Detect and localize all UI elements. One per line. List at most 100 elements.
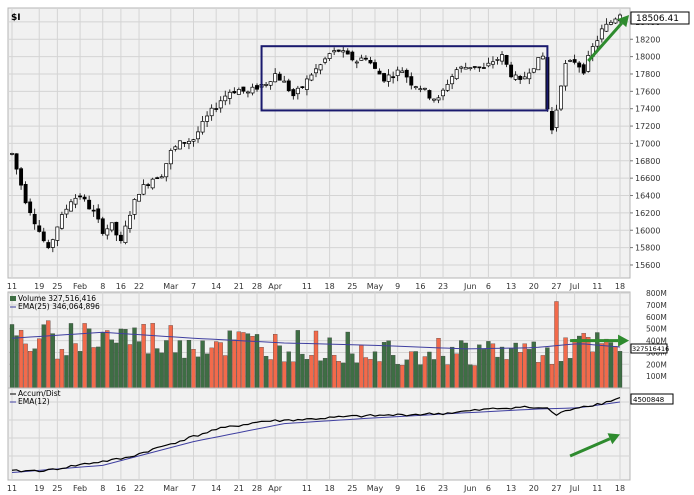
volume-bar [277, 345, 282, 389]
volume-bar [177, 340, 183, 389]
volume-bar [195, 356, 201, 389]
candle-up [150, 178, 155, 189]
candle-down [41, 231, 46, 242]
candle-up [132, 199, 137, 215]
volume-bar [55, 358, 60, 389]
ad-current-label: 4500848 [633, 396, 664, 404]
candle-down [350, 51, 355, 61]
candle-down [78, 195, 83, 198]
candle-up [495, 59, 500, 61]
candle-up [73, 197, 78, 205]
volume-bar [313, 330, 319, 389]
candle-up [200, 121, 205, 133]
candle-up [50, 239, 55, 248]
volume-bar [372, 351, 378, 389]
volume-label: Volume 327,516,416 [18, 294, 96, 303]
candle-up [168, 150, 173, 165]
volume-bar [164, 340, 169, 389]
ad-annotations [569, 433, 620, 458]
volume-bar [286, 351, 291, 389]
candle-down [114, 221, 119, 236]
candle-up [141, 184, 146, 195]
volume-bar [59, 349, 65, 389]
date-tick-label: Jul [569, 484, 580, 493]
price-tick-label: 18000 [635, 53, 660, 62]
volume-bar [295, 330, 301, 389]
volume-bar [123, 329, 128, 389]
volume-bar [259, 347, 264, 389]
candle-down [23, 183, 28, 204]
price-grid [8, 8, 630, 278]
volume-bar [77, 351, 83, 389]
date-tick-label: 27 [551, 282, 561, 291]
candle-down [549, 110, 554, 131]
volume-ema-label: EMA(25) 346,064,896 [18, 302, 100, 311]
candle-up [450, 76, 455, 85]
candle-up [604, 23, 609, 32]
candle-up [323, 58, 328, 63]
date-tick-label: Jun [463, 282, 477, 291]
candle-down [286, 80, 291, 92]
volume-bar [118, 328, 124, 389]
candle-down [277, 73, 282, 81]
date-tick-label: 21 [234, 282, 244, 291]
last-price-box [630, 11, 690, 25]
price-tick-label: 17200 [635, 122, 660, 131]
candle-up [137, 194, 141, 202]
date-tick-label: Mar [163, 282, 179, 291]
date-tick-label: 19 [34, 282, 44, 291]
candle-down [409, 76, 414, 86]
volume-bar [218, 342, 223, 389]
volume-ema [11, 331, 621, 350]
volume-bar [304, 359, 310, 389]
candle-up [491, 61, 495, 65]
candle-up [173, 146, 178, 150]
volume-current-box [630, 343, 668, 354]
volume-bar [64, 355, 69, 389]
date-tick-label: 11 [302, 484, 312, 493]
candle-down [581, 64, 586, 74]
volume-bar [282, 361, 287, 389]
date-tick-label: 9 [395, 282, 400, 291]
price-tick-label: 17600 [635, 87, 660, 96]
candle-up [264, 84, 269, 86]
volume-bar [114, 342, 119, 389]
candle-up [69, 201, 73, 212]
candle-up [327, 53, 332, 59]
volume-bar [263, 355, 269, 389]
date-tick-label: 11 [302, 282, 312, 291]
volume-bar [350, 353, 355, 389]
candle-up [418, 88, 423, 91]
volume-bar [490, 343, 496, 389]
price-tick-label: 17000 [635, 139, 660, 148]
volume-tick-label: 400M [646, 337, 667, 346]
volume-bar [223, 355, 228, 389]
volume-bar [73, 343, 78, 389]
candle-up [400, 70, 405, 73]
candle-up [459, 66, 464, 69]
volume-bar [445, 364, 450, 389]
candle-down [19, 168, 24, 186]
volume-bar [14, 335, 19, 389]
candle-up [268, 81, 273, 86]
volume-bar [463, 342, 468, 389]
candle-down [91, 209, 96, 212]
date-tick-label: 6 [486, 282, 491, 291]
volume-bar [50, 333, 55, 389]
candle-up [109, 222, 114, 231]
date-tick-label: 11 [7, 484, 17, 493]
price-tick-label: 15600 [635, 261, 660, 270]
candle-up [64, 208, 69, 215]
candle-up [554, 109, 559, 128]
date-tick-label: 25 [52, 282, 62, 291]
ad-current-tag: 4500848 [630, 393, 674, 405]
candle-up [236, 89, 241, 95]
volume-panel: 100M200M300M400M500M600M700M800M Volume … [7, 289, 669, 389]
volume-bar [495, 356, 500, 389]
candle-down [255, 85, 259, 90]
volume-bar [540, 355, 546, 389]
candle-down [509, 64, 514, 78]
volume-bar [182, 357, 187, 389]
volume-bar [155, 348, 160, 389]
